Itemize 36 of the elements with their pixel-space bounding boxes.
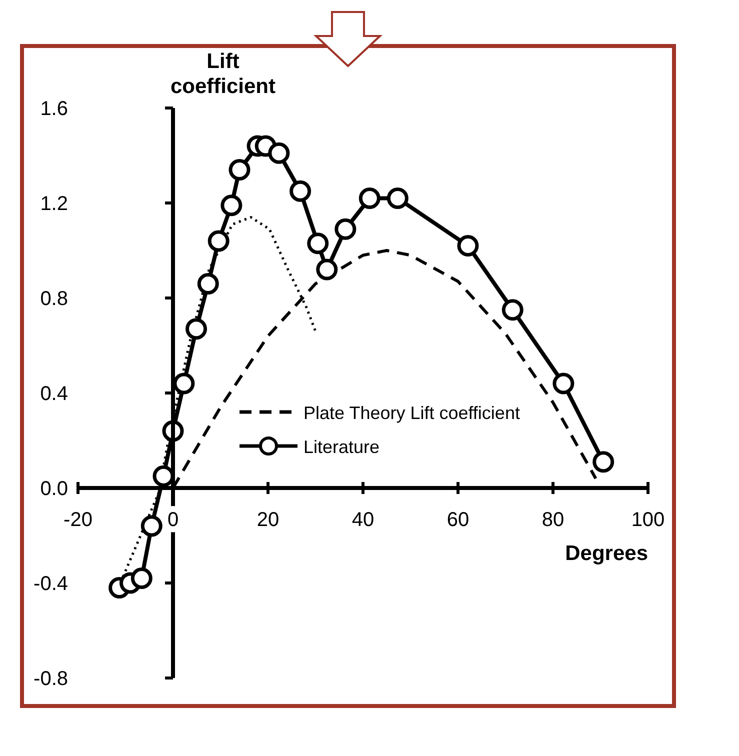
point [592, 451, 614, 473]
point [386, 188, 408, 209]
point [502, 299, 524, 321]
point [186, 318, 208, 340]
point [268, 142, 290, 164]
y-tick-label: -0.8 [34, 668, 68, 690]
point [307, 232, 329, 254]
point [334, 218, 356, 240]
y-tick-label: 1.6 [40, 98, 68, 120]
legend-label: Literature [304, 437, 380, 457]
y-tick-label: 0.0 [40, 478, 68, 500]
y-tick-label: -0.4 [34, 573, 68, 595]
point [140, 515, 162, 537]
point [130, 568, 152, 589]
point [173, 372, 195, 394]
legend-label: Plate Theory Lift coefficient [304, 403, 520, 423]
x-tick-label: 100 [631, 509, 665, 531]
y-axis-title: Lift coefficient [170, 50, 276, 98]
x-axis-title: Degrees [565, 542, 648, 565]
y-tick-label: 0.4 [40, 383, 68, 405]
point [197, 273, 219, 294]
x-tick-label: 40 [352, 509, 374, 531]
x-tick-label: 60 [446, 509, 470, 531]
point [457, 235, 479, 256]
point [208, 230, 230, 252]
point [290, 180, 312, 202]
y-tick-label: 0.8 [40, 288, 68, 310]
point [316, 258, 338, 280]
x-tick-label: 20 [256, 509, 280, 531]
point [358, 188, 380, 209]
point [220, 194, 242, 216]
x-tick-label: 80 [542, 509, 564, 531]
y-tick-label: 1.2 [40, 193, 68, 215]
point [552, 372, 574, 394]
point [228, 159, 250, 180]
x-tick-label: -20 [64, 509, 92, 531]
